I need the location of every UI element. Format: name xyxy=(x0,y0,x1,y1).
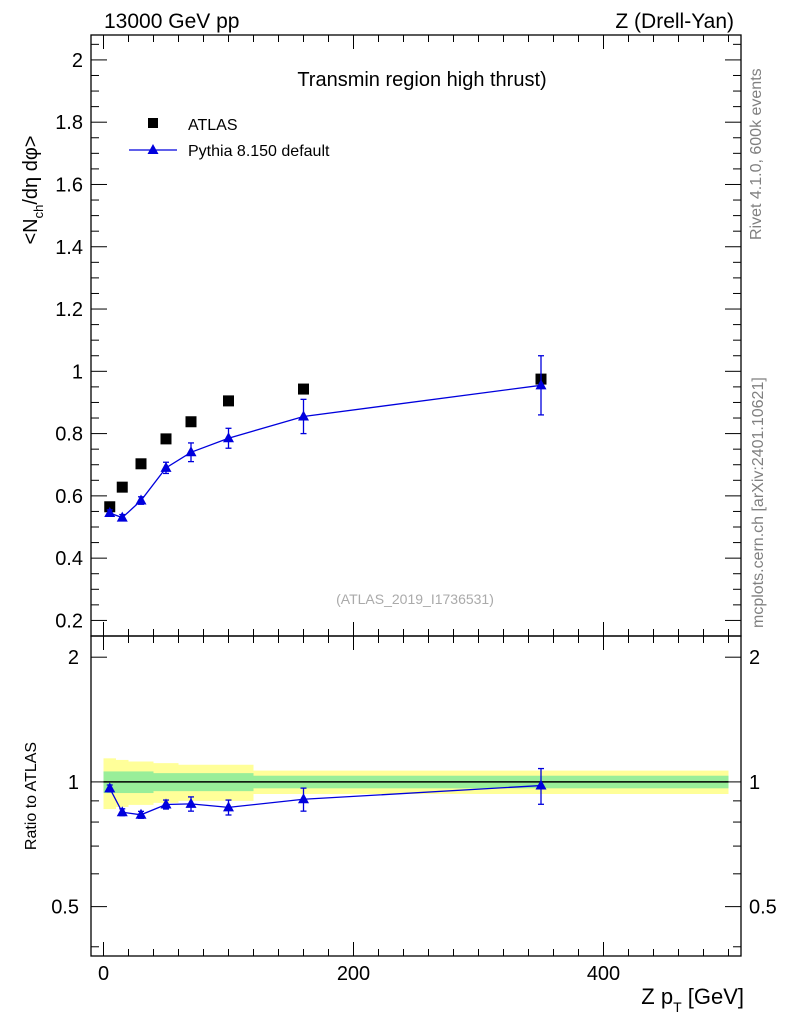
legend-pythia-label: Pythia 8.150 default xyxy=(188,143,330,160)
ratio-pythia-point-5 xyxy=(223,801,234,812)
watermark: (ATLAS_2019_I1736531) xyxy=(336,591,494,607)
ratio-pythia-point-6 xyxy=(298,793,309,804)
legend-pythia-marker xyxy=(147,144,159,154)
main-ytick-label-6: 1.4 xyxy=(55,237,83,259)
ratio-pythia-point-4 xyxy=(185,797,197,808)
main-ytick-label-2: 0.6 xyxy=(55,486,83,508)
atlas-point-1 xyxy=(116,481,128,493)
ratio-pythia-point-7 xyxy=(535,779,547,790)
pythia-line xyxy=(109,384,542,519)
ratio-bands xyxy=(103,758,729,810)
main-series xyxy=(104,355,547,522)
main-title: Transmin region high thrust) xyxy=(297,69,546,91)
header-left: 13000 GeV pp xyxy=(104,10,239,33)
ratio-ytick-label-left-1: 1 xyxy=(68,772,79,794)
xlabel: Z pT [GeV] xyxy=(641,984,744,1015)
main-ylabel: <Nch/dη dφ> xyxy=(20,136,46,245)
xlabel-sub: T xyxy=(673,999,682,1015)
main-ytick-label-1: 0.4 xyxy=(55,548,83,570)
pythia-point-1 xyxy=(116,511,128,522)
main-ylabel-pre: <N xyxy=(20,218,42,244)
ratio-ytick-label-right-0: 0.5 xyxy=(749,897,777,919)
ratio-ytick-label-left-0: 0.5 xyxy=(51,897,79,919)
header-right: Z (Drell-Yan) xyxy=(615,10,734,33)
ratio-ytick-label-right-1: 1 xyxy=(749,772,760,794)
atlas-point-4 xyxy=(185,416,197,428)
pythia-point-0 xyxy=(104,506,116,517)
pythia-point-7 xyxy=(535,379,547,390)
pythia-point-2 xyxy=(135,494,147,505)
main-ytick-label-7: 1.6 xyxy=(55,174,83,196)
xtick-label-400: 400 xyxy=(587,963,620,985)
ratio-pythia-point-1 xyxy=(116,806,128,817)
main-ytick-label-8: 1.8 xyxy=(55,112,83,134)
pythia-point-4 xyxy=(185,446,197,457)
axes: 0 200 400 0.2 0.4 0.6 0.8 1 1.2 1.4 1.6 1.8 2 0.5 0.5 1… xyxy=(51,34,777,985)
ratio-frame xyxy=(90,635,742,957)
main-ytick-label-4: 1 xyxy=(72,361,83,383)
atlas-point-5 xyxy=(223,395,234,407)
main-ytick-label-5: 1.2 xyxy=(55,299,83,321)
ratio-ytick-label-right-2: 2 xyxy=(749,647,760,669)
atlas-point-2 xyxy=(135,458,147,470)
xlabel-main: Z p xyxy=(641,984,673,1009)
main-ylabel-sub: ch xyxy=(31,205,46,219)
ratio-series xyxy=(104,767,547,819)
ratio-ytick-label-left-2: 2 xyxy=(68,647,79,669)
main-ytick-label-0: 0.2 xyxy=(55,610,83,632)
pythia-point-6 xyxy=(298,410,309,421)
ratio-pythia-point-0 xyxy=(104,782,116,793)
pythia-point-5 xyxy=(223,432,234,443)
xtick-label-0: 0 xyxy=(98,963,109,985)
atlas-point-6 xyxy=(298,383,309,395)
atlas-point-3 xyxy=(160,433,172,445)
rivet-label: Rivet 4.1.0, 600k events xyxy=(748,68,765,240)
xlabel-unit: [GeV] xyxy=(682,984,744,1009)
ratio-pythia-point-3 xyxy=(160,798,172,809)
legend-atlas-label: ATLAS xyxy=(188,117,238,134)
xtick-label-200: 200 xyxy=(337,963,370,985)
ratio-ylabel: Ratio to ATLAS xyxy=(23,742,40,850)
mcplots-label: mcplots.cern.ch [arXiv:2401.10621] xyxy=(750,377,767,628)
atlas-point-0 xyxy=(104,501,116,513)
main-ylabel-post: /dη dφ> xyxy=(20,136,42,205)
main-ytick-label-9: 2 xyxy=(72,50,83,72)
legend-atlas-marker xyxy=(148,118,158,128)
ratio-pythia-point-2 xyxy=(135,808,147,819)
main-ytick-label-3: 0.8 xyxy=(55,424,83,446)
pythia-point-3 xyxy=(160,461,172,472)
